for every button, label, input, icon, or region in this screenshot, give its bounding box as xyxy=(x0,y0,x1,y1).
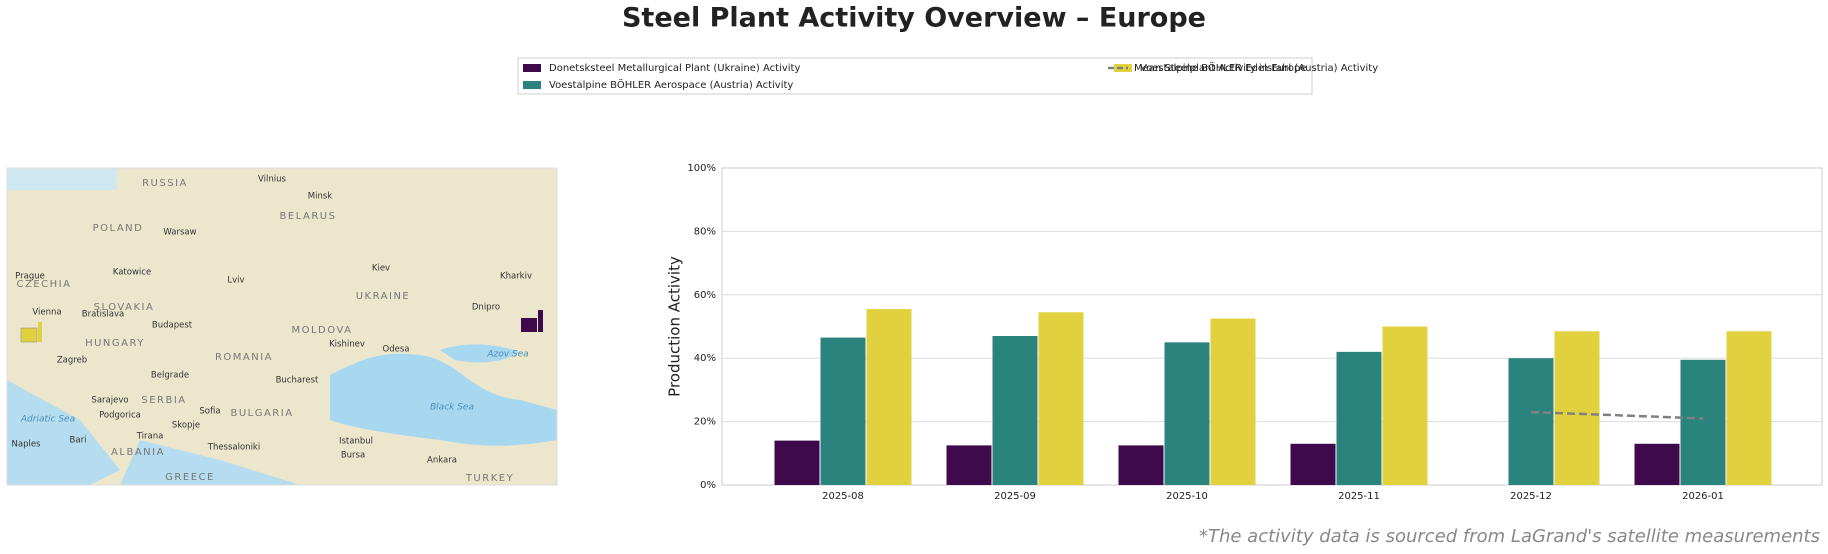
y-tick-label: 60% xyxy=(694,290,716,301)
map-label: MOLDOVA xyxy=(291,325,352,336)
map-label: SLOVAKIA xyxy=(94,302,155,313)
map-label: Odesa xyxy=(383,345,410,355)
map-label: Katowice xyxy=(113,268,151,278)
bar xyxy=(1680,359,1726,485)
map-label: Dnipro xyxy=(472,303,500,313)
map-label: Sofia xyxy=(199,407,220,417)
mean-line xyxy=(1530,410,1704,420)
map-label: Black Sea xyxy=(430,403,474,413)
map-label: Tirana xyxy=(136,432,164,442)
x-tick-label: 2025-12 xyxy=(1510,491,1552,502)
map-sea xyxy=(330,353,557,446)
map-label: POLAND xyxy=(93,223,144,234)
map-label: Sarajevo xyxy=(91,396,128,406)
map-label: TURKEY xyxy=(465,473,514,484)
map-label: Zagreb xyxy=(57,356,87,366)
bar xyxy=(1382,326,1428,485)
map-label: Budapest xyxy=(152,321,193,331)
map-label: Vilnius xyxy=(258,175,286,185)
bar xyxy=(1290,443,1336,485)
map-label: GREECE xyxy=(165,472,215,483)
map-label: Bucharest xyxy=(276,376,319,386)
bar xyxy=(1634,443,1680,485)
bar xyxy=(1038,312,1084,485)
map-label: Minsk xyxy=(308,192,333,202)
map-label: Bari xyxy=(70,436,87,446)
map-label: Podgorica xyxy=(99,411,141,421)
x-tick-label: 2025-10 xyxy=(1166,491,1208,502)
legend-label: Voestalpine BÖHLER Aerospace (Austria) A… xyxy=(549,78,793,91)
legend-swatch xyxy=(523,81,541,89)
x-tick-label: 2025-11 xyxy=(1338,491,1380,502)
map-label: Belgrade xyxy=(151,371,189,381)
map-label: Istanbul xyxy=(339,437,373,447)
map-border xyxy=(6,167,558,486)
plot-frame xyxy=(721,167,1823,486)
map-sea xyxy=(7,168,117,190)
x-tick-label: 2025-08 xyxy=(822,491,864,502)
bar xyxy=(866,309,912,485)
y-tick-label: 0% xyxy=(700,480,716,491)
map-sea xyxy=(7,380,120,485)
map-label: Kiev xyxy=(372,264,390,274)
map-label: UKRAINE xyxy=(356,291,411,302)
map-label: Adriatic Sea xyxy=(20,415,75,425)
footnote: *The activity data is sourced from LaGra… xyxy=(1199,526,1820,547)
map-label: BULGARIA xyxy=(230,408,293,419)
bar xyxy=(820,337,866,485)
bar xyxy=(1164,342,1210,485)
y-tick-label: 20% xyxy=(694,417,716,428)
bar xyxy=(992,336,1038,485)
map-sea xyxy=(120,440,300,485)
map-label: Lviv xyxy=(227,276,244,286)
map xyxy=(6,167,558,486)
x-tick-label: 2026-01 xyxy=(1682,491,1724,502)
map-label: Azov Sea xyxy=(486,350,528,360)
map-label: Naples xyxy=(12,440,42,450)
bar xyxy=(1726,331,1772,485)
map-label: Skopje xyxy=(172,421,200,431)
map-sea xyxy=(440,344,520,363)
map-label: Thessaloniki xyxy=(207,443,260,453)
bar xyxy=(1118,445,1164,485)
map-label: BELARUS xyxy=(280,211,337,222)
y-axis-title: Production Activity xyxy=(666,256,684,397)
map-label: Warsaw xyxy=(163,228,196,238)
map-label: ROMANIA xyxy=(215,352,273,363)
plant-marker xyxy=(20,322,42,343)
map-label: Prague xyxy=(15,272,45,282)
chart-title: Steel Plant Activity Overview – Europe xyxy=(622,3,1206,34)
legend-box xyxy=(517,57,1313,95)
map-label: HUNGARY xyxy=(85,338,145,349)
legend-swatch xyxy=(523,64,541,72)
legend-label: Mean Steelplant Activity in Europe xyxy=(1134,63,1307,74)
map-label: Bratislava xyxy=(82,310,124,320)
y-tick-label: 40% xyxy=(694,353,716,364)
legend-label: Donetsksteel Metallurgical Plant (Ukrain… xyxy=(549,63,800,74)
y-tick-label: 100% xyxy=(687,163,716,174)
bar xyxy=(774,440,820,485)
map-label: Kishinev xyxy=(329,340,365,350)
map-label: Kharkiv xyxy=(500,272,532,282)
x-tick-label: 2025-09 xyxy=(994,491,1036,502)
map-label: Bursa xyxy=(341,451,365,461)
plant-marker xyxy=(521,310,543,332)
map-label: ALBANIA xyxy=(111,447,165,458)
legend-label: Voestalpine BÖHLER Edelstahl (Austria) A… xyxy=(1140,61,1378,74)
map-label: Ankara xyxy=(427,456,457,466)
bar xyxy=(1336,351,1382,485)
map-label: CZECHIA xyxy=(17,279,72,290)
bar xyxy=(1210,318,1256,485)
map-label: Vienna xyxy=(32,308,61,318)
y-tick-label: 80% xyxy=(694,226,716,237)
bar xyxy=(946,445,992,485)
map-label: RUSSIA xyxy=(142,178,188,189)
bar xyxy=(1508,358,1554,485)
bar xyxy=(1554,331,1600,485)
map-label: SERBIA xyxy=(141,395,186,406)
